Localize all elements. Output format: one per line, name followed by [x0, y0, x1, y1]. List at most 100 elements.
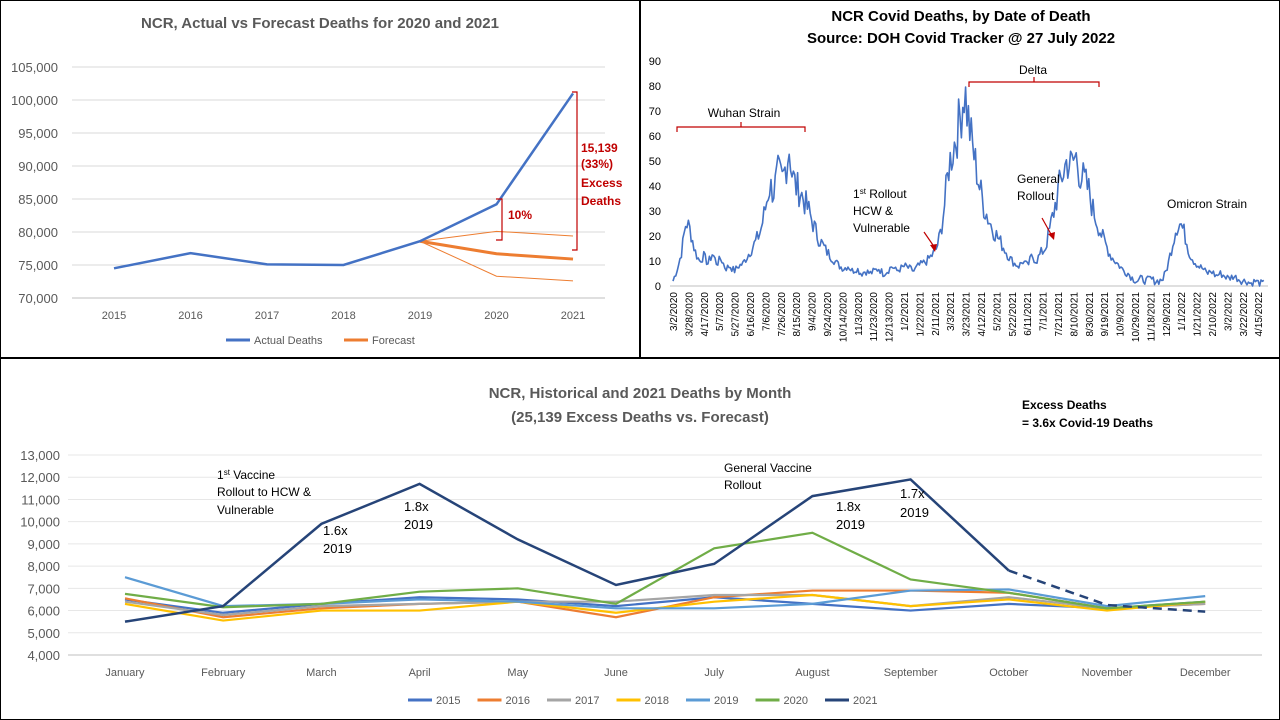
chart1-legend: Actual Deaths Forecast: [226, 335, 415, 347]
chart3-x-tick-label: November: [1082, 667, 1133, 679]
chart3-x-tick-label: August: [795, 667, 829, 679]
chart2-x-axis: 3/2/2020 3/28/2020 4/17/2020 5/7/2020 5/27/2…: [669, 292, 1265, 342]
vax1-label-line3: Vulnerable: [217, 503, 274, 517]
chart2-x-tick-label: 5/7/2020: [715, 292, 726, 331]
chart1-annotations: 15,139 (33%) Excess Deaths 10%: [496, 91, 623, 251]
chart3-y-tick-label: 13,000: [20, 448, 60, 463]
wuhan-strain-label: Wuhan Strain: [708, 106, 781, 120]
chart1-gridlines: [72, 66, 605, 299]
chart2-y-tick-label: 80: [649, 81, 661, 93]
chart3-subtitle: (25,139 Excess Deaths vs. Forecast): [511, 409, 769, 426]
chart2-y-tick-label: 60: [649, 131, 661, 143]
pct-bracket-2020: [496, 198, 503, 241]
chart2-x-tick-label: 8/10/2021: [1069, 292, 1080, 337]
vax1-label-line1: 1st Vaccine: [217, 468, 275, 482]
chart2-y-tick-label: 70: [649, 106, 661, 118]
chart2-series: [672, 86, 1265, 287]
chart2-x-tick-label: 11/18/2021: [1146, 292, 1157, 342]
chart1-x-axis: 2015 2016 2017 2018 2019 2020 2021: [102, 310, 585, 322]
chart2-x-tick-label: 1/21/2022: [1193, 292, 1204, 337]
excess-deaths-note-title: Excess Deaths: [1022, 398, 1107, 412]
rollout1-arrowhead: [930, 244, 937, 252]
chart2-x-tick-label: 12/13/2020: [885, 292, 896, 342]
legend-label-2019: 2019: [714, 695, 738, 707]
actual-vs-forecast-chart: NCR, Actual vs Forecast Deaths for 2020 …: [11, 15, 623, 347]
chart1-x-tick-label: 2015: [102, 310, 126, 322]
chart1-x-tick-label: 2020: [484, 310, 508, 322]
chart3-x-tick-label: December: [1180, 667, 1231, 679]
chart3-x-tick-label: October: [989, 667, 1028, 679]
chart2-x-tick-label: 6/16/2020: [746, 292, 757, 337]
chart1-y-tick-label: 70,000: [18, 291, 58, 306]
excess-deaths-note-sub: = 3.6x Covid-19 Deaths: [1022, 416, 1153, 430]
excess-word1-label: Excess: [581, 176, 623, 190]
chart2-x-tick-label: 7/26/2020: [777, 292, 788, 337]
chart1-x-tick-label: 2021: [561, 310, 585, 322]
chart2-x-tick-label: 8/30/2021: [1085, 292, 1096, 337]
general-vaccine-label-line1: General Vaccine: [724, 461, 812, 475]
chart2-y-tick-label: 50: [649, 156, 661, 168]
chart2-x-tick-label: 10/14/2020: [838, 292, 849, 342]
chart2-x-tick-label: 1/22/2021: [915, 292, 926, 337]
chart1-y-tick-label: 85,000: [18, 192, 58, 207]
chart2-x-tick-label: 6/11/2021: [1023, 292, 1034, 336]
excess-bracket-2021: [572, 91, 578, 251]
covid-deaths-daily-line: [672, 86, 1265, 287]
chart3-x-tick-label: April: [409, 667, 431, 679]
legend-label-2018: 2018: [645, 695, 669, 707]
chart3-y-axis: 4,000 5,000 6,000 7,000 8,000 9,000 10,000 11,0…: [20, 448, 60, 663]
chart2-y-tick-label: 40: [649, 181, 661, 193]
chart2-x-tick-label: 9/24/2020: [823, 292, 834, 337]
chart3-y-tick-label: 12,000: [20, 470, 60, 485]
chart2-y-tick-label: 30: [649, 206, 661, 218]
forecast-lower-bound-line: [419, 240, 574, 282]
series-2018-line: [124, 593, 1206, 622]
chart1-y-tick-label: 80,000: [18, 225, 58, 240]
chart3-x-tick-label: March: [306, 667, 337, 679]
series-2020-line: [124, 531, 1206, 610]
chart3-y-tick-label: 6,000: [27, 604, 60, 619]
legend-label-2016: 2016: [506, 695, 530, 707]
chart1-title: NCR, Actual vs Forecast Deaths for 2020 …: [141, 15, 499, 32]
september-ratio-label: 1.7x: [900, 486, 925, 501]
delta-label: Delta: [1019, 63, 1047, 77]
chart2-x-tick-label: 5/2/2021: [992, 292, 1003, 331]
delta-bracket: [968, 77, 1100, 87]
chart2-y-tick-label: 90: [649, 56, 661, 68]
chart2-x-tick-label: 1/2/2021: [900, 292, 911, 331]
general-rollout-label-line1: General: [1017, 172, 1060, 186]
chart2-x-tick-label: 7/6/2020: [761, 292, 772, 331]
general-vaccine-label-line2: Rollout: [724, 478, 762, 492]
chart3-y-tick-label: 7,000: [27, 581, 60, 596]
march-ratio-label: 1.6x: [323, 523, 348, 538]
april-ratio-label: 1.8x: [404, 499, 429, 514]
chart3-y-tick-label: 10,000: [20, 515, 60, 530]
chart3-x-tick-label: September: [884, 667, 938, 679]
chart1-x-tick-label: 2017: [255, 310, 279, 322]
chart2-x-tick-label: 4/17/2020: [700, 292, 711, 337]
excess-word2-label: Deaths: [581, 194, 621, 208]
chart3-gridlines: [68, 454, 1262, 656]
chart3-series: [124, 478, 1206, 623]
chart3-legend: 2015 2016 2017 2018 2019 2020 2021: [408, 695, 877, 707]
excess-pct-label: (33%): [581, 157, 613, 171]
monthly-deaths-chart: NCR, Historical and 2021 Deaths by Month…: [20, 385, 1262, 707]
chart2-y-tick-label: 10: [649, 256, 661, 268]
chart2-x-tick-label: 12/9/2021: [1162, 292, 1173, 337]
series-2021-dashed-line: [1008, 569, 1206, 613]
chart1-y-tick-label: 95,000: [18, 126, 58, 141]
rollout1-label-line1: 1st Rollout: [853, 187, 907, 201]
chart2-x-tick-label: 3/2/2020: [669, 292, 680, 331]
chart3-x-tick-label: May: [507, 667, 528, 679]
chart1-series: [113, 92, 575, 282]
chart2-x-tick-label: 3/22/2022: [1239, 292, 1250, 337]
chart1-y-tick-label: 75,000: [18, 258, 58, 273]
chart3-y-tick-label: 5,000: [27, 626, 60, 641]
chart1-y-tick-label: 105,000: [11, 60, 58, 75]
chart2-x-tick-label: 4/15/2022: [1254, 292, 1265, 337]
rollout1-label-line3: Vulnerable: [853, 221, 910, 235]
chart1-y-axis: 70,000 75,000 80,000 85,000 90,000 95,000 100,…: [11, 60, 58, 306]
chart2-y-tick-label: 0: [655, 281, 661, 293]
chart2-x-tick-label: 9/4/2020: [808, 292, 819, 331]
